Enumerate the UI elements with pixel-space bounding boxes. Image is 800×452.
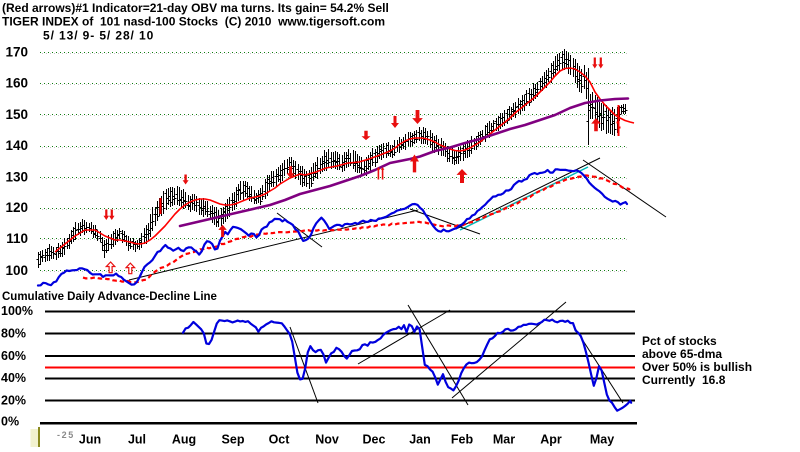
svg-text:110: 110 bbox=[6, 231, 28, 246]
svg-text:(Red arrows)#1 Indicator=21-da: (Red arrows)#1 Indicator=21-day OBV ma t… bbox=[2, 1, 389, 15]
svg-text:150: 150 bbox=[5, 107, 28, 122]
svg-text:80%: 80% bbox=[1, 327, 26, 341]
svg-text:170: 170 bbox=[5, 45, 28, 60]
svg-text:above 65-dma: above 65-dma bbox=[642, 347, 722, 361]
svg-text:Cumulative Daily Advance-Decli: Cumulative Daily Advance-Decline Line bbox=[2, 291, 217, 303]
svg-text:Jun: Jun bbox=[79, 433, 101, 447]
svg-text:Mar: Mar bbox=[493, 433, 515, 447]
svg-text:20%: 20% bbox=[1, 394, 26, 408]
svg-text:Over 50% is bullish: Over 50% is bullish bbox=[642, 360, 752, 374]
svg-text:Currently 16.8: Currently 16.8 bbox=[642, 373, 726, 387]
svg-text:5/ 13/ 9- 5/ 28/ 10: 5/ 13/ 9- 5/ 28/ 10 bbox=[43, 29, 154, 43]
svg-text:130: 130 bbox=[5, 170, 28, 185]
svg-text:100%: 100% bbox=[1, 304, 33, 318]
svg-text:Nov: Nov bbox=[315, 433, 339, 447]
svg-text:Pct of stocks: Pct of stocks bbox=[642, 334, 717, 348]
svg-text:TIGER INDEX of 101 nasd-100 S: TIGER INDEX of 101 nasd-100 Stocks (C) 2… bbox=[2, 15, 385, 29]
svg-text:Jul: Jul bbox=[128, 433, 146, 447]
svg-text:Jan: Jan bbox=[409, 433, 431, 447]
svg-text:Feb: Feb bbox=[451, 433, 474, 447]
svg-text:Oct: Oct bbox=[269, 433, 291, 447]
svg-text:100: 100 bbox=[5, 263, 28, 278]
svg-text:Aug: Aug bbox=[172, 433, 196, 447]
svg-text:120: 120 bbox=[5, 200, 28, 215]
svg-text:Dec: Dec bbox=[363, 433, 386, 447]
svg-text:140: 140 bbox=[5, 138, 28, 153]
svg-text:Sep: Sep bbox=[222, 433, 245, 447]
svg-text:160: 160 bbox=[5, 76, 28, 91]
svg-text:60%: 60% bbox=[1, 349, 26, 363]
svg-text:Apr: Apr bbox=[540, 433, 562, 447]
svg-text:40%: 40% bbox=[1, 371, 26, 385]
svg-text:0%: 0% bbox=[1, 415, 19, 429]
svg-text:-25: -25 bbox=[57, 430, 75, 440]
svg-text:May: May bbox=[590, 433, 614, 447]
